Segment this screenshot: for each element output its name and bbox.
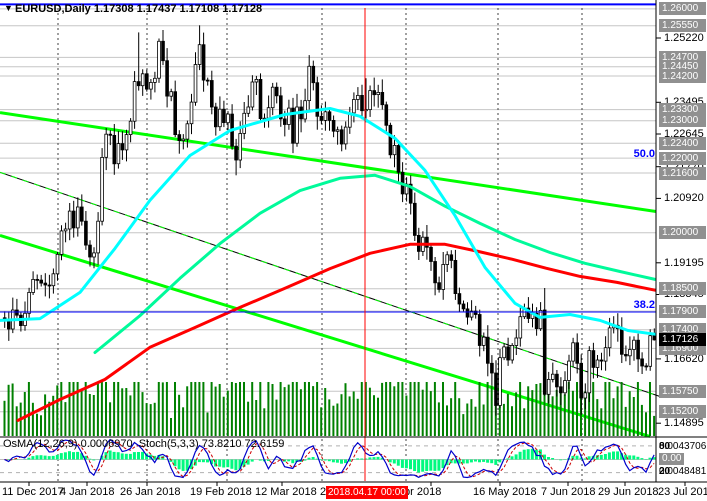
osma-max-label: 0.0043706 (659, 441, 707, 452)
price-tick-label: 1.25220 (664, 32, 704, 44)
osma-min-label: 0.0048481 (659, 466, 707, 477)
fibo-label-50: 50.0 (633, 148, 655, 160)
chart-title-ohlc: EURUSD,Daily 1.17308 1.17437 1.17108 1.1… (15, 3, 263, 15)
stoch-level-80: 80 (659, 441, 671, 452)
price-level-tag: 1.20000 (659, 226, 706, 239)
time-tick-label: 26 Jan 2018 (120, 486, 181, 498)
price-level-tag: 1.25550 (659, 19, 706, 32)
indicator-labels: OsMA(12,26,9) 0.0006970 Stoch(5,3,3) 73.… (3, 438, 284, 450)
price-tick-label: 1.19195 (664, 257, 704, 269)
symbol-dropdown-icon[interactable]: ▼ (4, 3, 13, 13)
ma-slow-red (16, 242, 657, 422)
price-level-tag: 1.26000 (659, 2, 706, 15)
price-level-tag: 1.22000 (659, 152, 706, 165)
stoch-d-line (4, 440, 655, 478)
osma-zero-tag: 0.00 (659, 453, 685, 465)
time-tick-label: 2 (320, 486, 327, 498)
oscillator-panel (0, 438, 656, 479)
stoch-level-20: 20 (659, 466, 671, 477)
price-level-tag: 1.21600 (659, 167, 706, 180)
time-tick-label: 16 May 2018 (473, 486, 537, 498)
time-tick-label: 4 Jan 2018 (60, 486, 115, 498)
time-tick-label: 19 Feb 2018 (190, 486, 252, 498)
time-tick-label: 23 Jul 2018 (658, 486, 707, 498)
price-tick-label: 1.14895 (664, 417, 704, 429)
stoch-label: Stoch(5,3,3) 73.8210 72.6159 (138, 438, 285, 450)
price-level-tag: 1.17900 (659, 305, 706, 318)
price-tick-label: 1.16620 (664, 353, 704, 365)
price-level-tag: 1.23300 (659, 103, 706, 116)
time-tick-label: 7 Jun 2018 (541, 486, 596, 498)
price-level-tag: 1.24450 (659, 60, 706, 73)
current-price-tag: 1.17126 (659, 333, 706, 346)
trend-channel-lower (0, 233, 651, 438)
price-tick-label: 1.20920 (664, 192, 704, 204)
time-tick-label: 11 Dec 2017 (2, 486, 64, 498)
price-level-tag: 1.23000 (659, 114, 706, 127)
event-time-tag: 2018.04.17 00:00 (326, 486, 408, 499)
price-level-tag: 1.24200 (659, 70, 706, 83)
trend-channel-upper (0, 111, 657, 213)
stoch-k-line (4, 438, 655, 479)
time-tick-label: 29 Jun 2018 (598, 486, 659, 498)
fibo-label-38: 38.2 (633, 299, 655, 311)
price-level-tag: 1.15200 (659, 405, 706, 418)
candlesticks (2, 25, 657, 416)
price-level-tag: 1.22400 (659, 137, 706, 150)
trend-mid-dashed (0, 171, 661, 397)
price-level-tag: 1.18500 (659, 282, 706, 295)
time-tick-label: pr 2018 (404, 486, 442, 498)
price-level-tag: 1.17400 (659, 323, 706, 336)
time-tick-label: 12 Mar 2018 (255, 486, 317, 498)
osma-label: OsMA(12,26,9) 0.0006970 (3, 438, 133, 450)
ma-fast-cyan (0, 107, 657, 336)
ma-mid-springgreen (93, 173, 657, 354)
volume-bars (0, 8, 661, 481)
price-level-tag: 1.15750 (659, 385, 706, 398)
